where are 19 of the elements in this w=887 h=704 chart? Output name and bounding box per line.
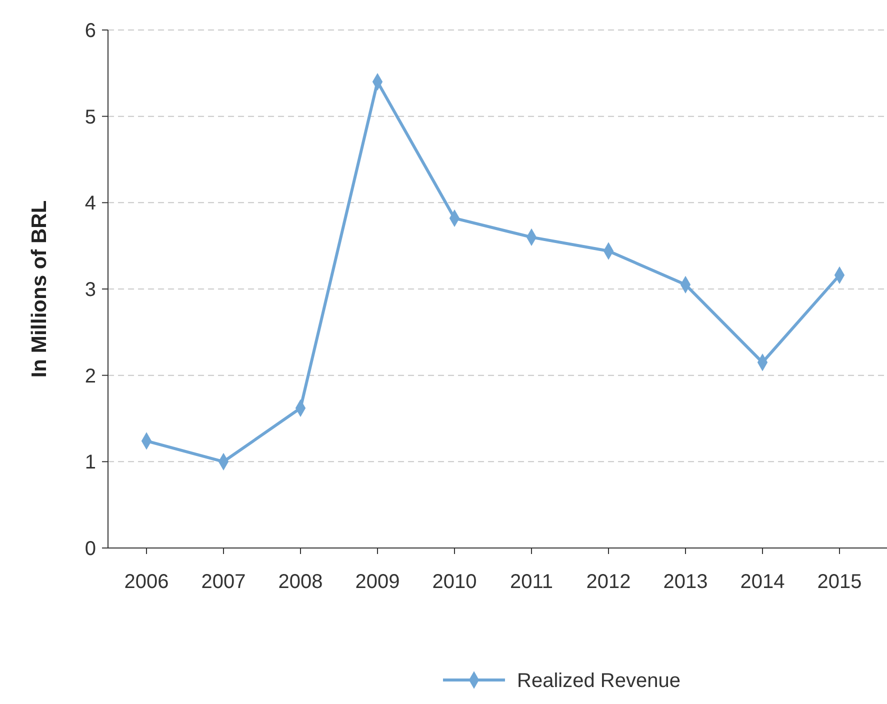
y-tick-label: 4 xyxy=(84,192,96,215)
y-tick-label: 2 xyxy=(84,365,96,388)
x-tick-label: 2015 xyxy=(817,571,862,593)
x-tick-label: 2011 xyxy=(510,571,554,593)
x-tick-label: 2009 xyxy=(355,571,400,593)
x-tick-label: 2008 xyxy=(278,571,323,593)
x-tick-label: 2007 xyxy=(201,571,246,593)
y-tick-label: 6 xyxy=(84,20,96,42)
x-tick-label: 2010 xyxy=(432,571,477,593)
x-tick-label: 2014 xyxy=(740,571,785,593)
x-tick-label: 2006 xyxy=(124,571,169,593)
y-tick-label: 5 xyxy=(84,106,96,128)
legend-label: Realized Revenue xyxy=(517,670,680,692)
x-tick-label: 2012 xyxy=(586,571,631,593)
x-tick-label: 2013 xyxy=(663,571,708,593)
y-tick-label: 3 xyxy=(84,279,96,301)
y-axis-title: In Millions of BRL xyxy=(28,200,51,378)
y-tick-label: 1 xyxy=(84,452,96,474)
y-tick-label: 0 xyxy=(84,538,96,560)
